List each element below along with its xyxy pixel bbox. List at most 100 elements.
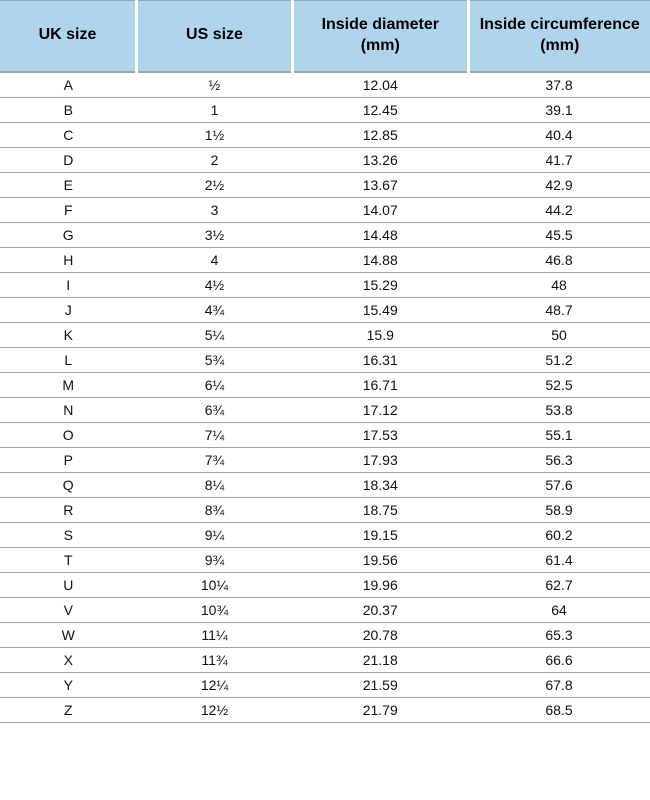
table-cell: 39.1 (468, 97, 650, 122)
table-cell: 21.59 (293, 672, 469, 697)
table-cell: 58.9 (468, 497, 650, 522)
table-row: P7¾17.9356.3 (0, 447, 650, 472)
table-cell: 46.8 (468, 247, 650, 272)
table-cell: 4½ (137, 272, 293, 297)
table-cell: 14.48 (293, 222, 469, 247)
table-cell: 12½ (137, 697, 293, 722)
table-cell: N (0, 397, 137, 422)
table-cell: 40.4 (468, 122, 650, 147)
table-cell: 4 (137, 247, 293, 272)
table-cell: 57.6 (468, 472, 650, 497)
table-cell: 13.26 (293, 147, 469, 172)
table-cell: 2½ (137, 172, 293, 197)
table-cell: S (0, 522, 137, 547)
table-cell: 67.8 (468, 672, 650, 697)
table-cell: 64 (468, 597, 650, 622)
table-cell: 66.6 (468, 647, 650, 672)
table-body: A½12.0437.8B112.4539.1C1½12.8540.4D213.2… (0, 72, 650, 723)
table-cell: 37.8 (468, 72, 650, 98)
table-cell: I (0, 272, 137, 297)
table-cell: 8¼ (137, 472, 293, 497)
table-row: L5¾16.3151.2 (0, 347, 650, 372)
table-cell: G (0, 222, 137, 247)
table-cell: 12¼ (137, 672, 293, 697)
table-cell: 56.3 (468, 447, 650, 472)
table-cell: P (0, 447, 137, 472)
table-row: J4¾15.4948.7 (0, 297, 650, 322)
table-cell: 18.75 (293, 497, 469, 522)
table-cell: C (0, 122, 137, 147)
table-cell: 6¼ (137, 372, 293, 397)
table-cell: 9¾ (137, 547, 293, 572)
table-cell: W (0, 622, 137, 647)
table-cell: 20.78 (293, 622, 469, 647)
table-row: T9¾19.5661.4 (0, 547, 650, 572)
table-cell: 48.7 (468, 297, 650, 322)
table-cell: D (0, 147, 137, 172)
table-cell: L (0, 347, 137, 372)
table-row: H414.8846.8 (0, 247, 650, 272)
table-cell: 65.3 (468, 622, 650, 647)
table-cell: 11¼ (137, 622, 293, 647)
table-cell: 52.5 (468, 372, 650, 397)
table-cell: 18.34 (293, 472, 469, 497)
table-cell: 21.79 (293, 697, 469, 722)
table-row: Y12¼21.5967.8 (0, 672, 650, 697)
table-cell: K (0, 322, 137, 347)
table-cell: H (0, 247, 137, 272)
table-row: C1½12.8540.4 (0, 122, 650, 147)
table-cell: 12.45 (293, 97, 469, 122)
header-circumference: Inside circumference (mm) (468, 1, 650, 72)
table-cell: 8¾ (137, 497, 293, 522)
table-cell: 6¾ (137, 397, 293, 422)
table-cell: 14.07 (293, 197, 469, 222)
table-cell: 2 (137, 147, 293, 172)
table-cell: 51.2 (468, 347, 650, 372)
table-cell: 5¾ (137, 347, 293, 372)
table-row: K5¼15.950 (0, 322, 650, 347)
table-cell: 55.1 (468, 422, 650, 447)
table-cell: 5¼ (137, 322, 293, 347)
table-cell: 41.7 (468, 147, 650, 172)
header-diameter: Inside diameter (mm) (293, 1, 469, 72)
table-cell: B (0, 97, 137, 122)
header-us-size: US size (137, 1, 293, 72)
table-cell: 50 (468, 322, 650, 347)
table-row: X11¾21.1866.6 (0, 647, 650, 672)
table-cell: 14.88 (293, 247, 469, 272)
table-row: M6¼16.7152.5 (0, 372, 650, 397)
table-cell: F (0, 197, 137, 222)
table-cell: 12.04 (293, 72, 469, 98)
table-cell: 10¼ (137, 572, 293, 597)
table-cell: 12.85 (293, 122, 469, 147)
table-cell: 16.71 (293, 372, 469, 397)
table-cell: ½ (137, 72, 293, 98)
table-cell: 1 (137, 97, 293, 122)
ring-size-table: UK size US size Inside diameter (mm) Ins… (0, 0, 650, 723)
table-row: O7¼17.5355.1 (0, 422, 650, 447)
table-row: E2½13.6742.9 (0, 172, 650, 197)
table-cell: 11¾ (137, 647, 293, 672)
table-row: U10¼19.9662.7 (0, 572, 650, 597)
table-cell: V (0, 597, 137, 622)
table-row: R8¾18.7558.9 (0, 497, 650, 522)
table-cell: 7¼ (137, 422, 293, 447)
table-cell: 1½ (137, 122, 293, 147)
table-cell: 44.2 (468, 197, 650, 222)
table-cell: 53.8 (468, 397, 650, 422)
table-cell: 3 (137, 197, 293, 222)
table-cell: U (0, 572, 137, 597)
table-row: A½12.0437.8 (0, 72, 650, 98)
table-cell: J (0, 297, 137, 322)
table-header-row: UK size US size Inside diameter (mm) Ins… (0, 1, 650, 72)
table-cell: Y (0, 672, 137, 697)
table-cell: 61.4 (468, 547, 650, 572)
table-cell: 17.93 (293, 447, 469, 472)
table-cell: 9¼ (137, 522, 293, 547)
table-cell: 19.56 (293, 547, 469, 572)
table-cell: 13.67 (293, 172, 469, 197)
table-cell: O (0, 422, 137, 447)
table-cell: 48 (468, 272, 650, 297)
table-cell: Z (0, 697, 137, 722)
table-row: N6¾17.1253.8 (0, 397, 650, 422)
